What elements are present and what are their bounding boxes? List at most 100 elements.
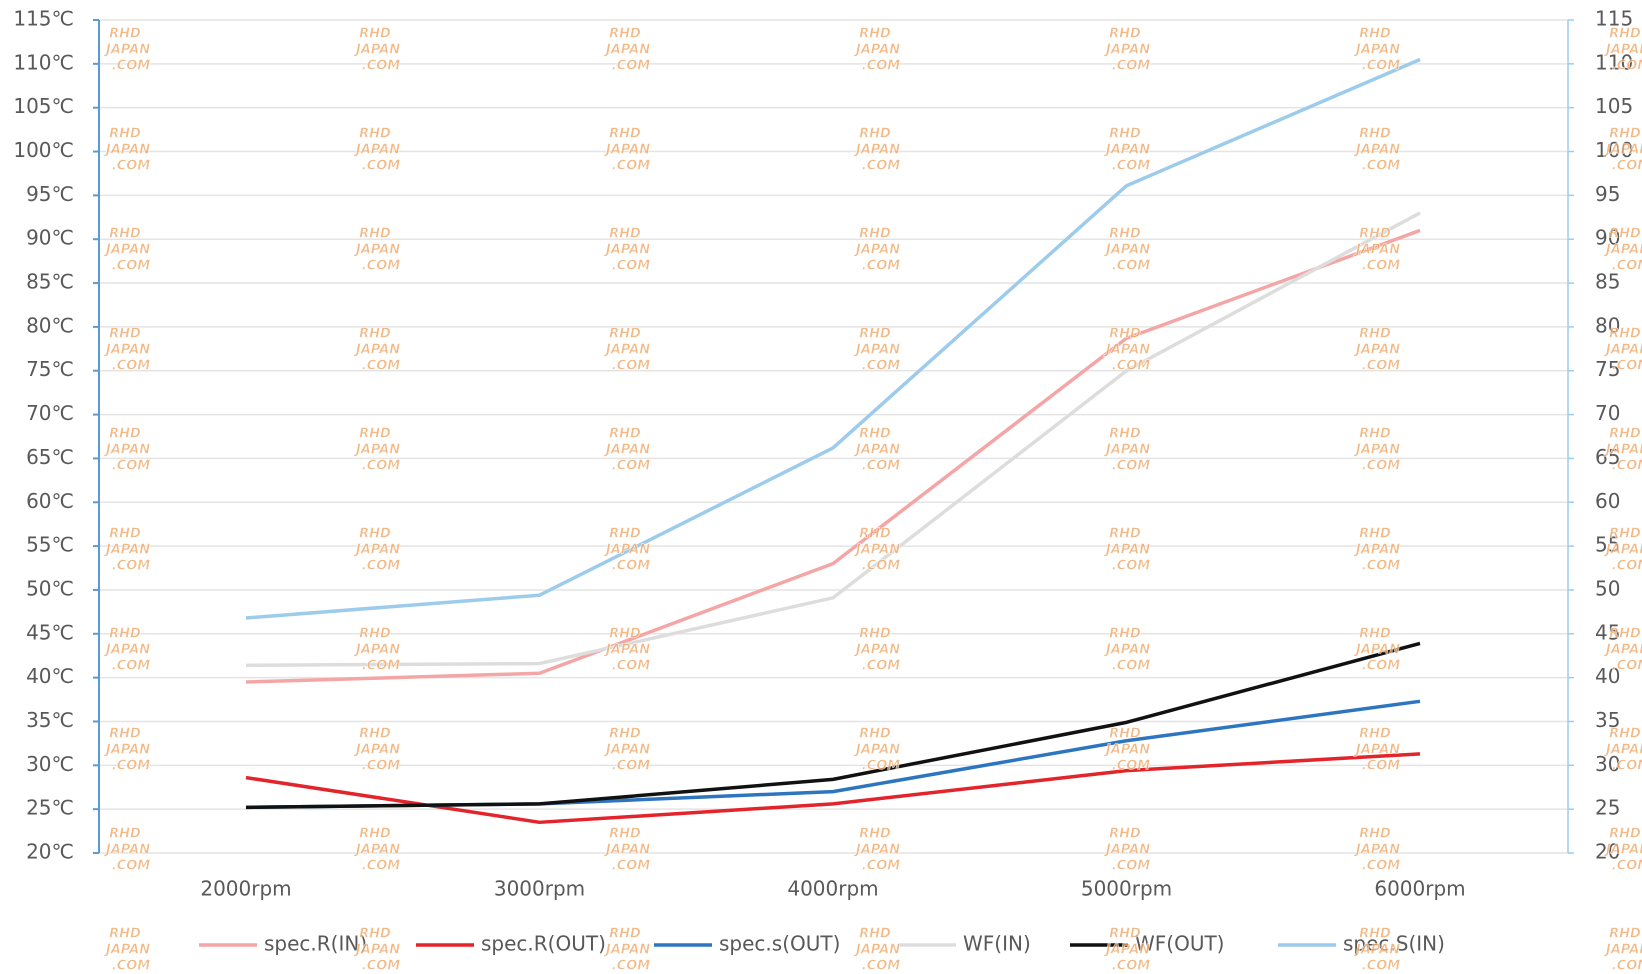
watermark: JAPAN <box>1603 843 1642 858</box>
watermark: JAPAN <box>603 43 650 58</box>
watermark: .COM <box>612 59 651 74</box>
watermark: JAPAN <box>603 343 650 358</box>
watermark: RHD <box>109 427 141 442</box>
watermark: RHD <box>1109 427 1141 442</box>
x-tick-label: 4000rpm <box>787 877 878 901</box>
series-line <box>245 57 1421 620</box>
watermark: .COM <box>1612 459 1642 474</box>
watermark: JAPAN <box>1103 43 1150 58</box>
watermark: RHD <box>359 327 391 342</box>
watermark: .COM <box>112 959 151 974</box>
watermark: .COM <box>362 259 401 274</box>
watermark: RHD <box>109 927 141 942</box>
watermark: .COM <box>862 759 901 774</box>
y-tick-label: 75℃ <box>26 357 74 381</box>
watermark: JAPAN <box>103 843 150 858</box>
watermark: RHD <box>859 427 891 442</box>
y-tick-label: 100℃ <box>13 138 74 162</box>
watermark: .COM <box>1112 659 1151 674</box>
watermark: RHD <box>1359 27 1391 42</box>
watermark: RHD <box>1609 927 1641 942</box>
watermark: JAPAN <box>1103 943 1150 958</box>
watermark: JAPAN <box>1603 643 1642 658</box>
watermark: RHD <box>1359 127 1391 142</box>
y2-tick-label: 80 <box>1595 313 1620 337</box>
y-tick-label: 85℃ <box>26 270 74 294</box>
watermark: JAPAN <box>103 643 150 658</box>
watermark: RHD <box>609 27 641 42</box>
watermark: JAPAN <box>353 843 400 858</box>
watermark: JAPAN <box>1353 543 1400 558</box>
watermark: .COM <box>1362 459 1401 474</box>
y-tick-label: 90℃ <box>26 226 74 250</box>
watermark: RHD <box>1609 227 1641 242</box>
watermark: .COM <box>612 959 651 974</box>
watermark: RHD <box>1359 627 1391 642</box>
y-tick-label: 30℃ <box>26 752 74 776</box>
watermark: .COM <box>112 759 151 774</box>
y2-tick-label: 70 <box>1595 401 1620 425</box>
watermark: RHD <box>1109 627 1141 642</box>
watermark: RHD <box>859 727 891 742</box>
watermark: JAPAN <box>1353 943 1400 958</box>
series-line <box>245 641 1421 810</box>
watermark: JAPAN <box>1603 943 1642 958</box>
watermark: .COM <box>1362 859 1401 874</box>
watermark: .COM <box>612 159 651 174</box>
watermark: JAPAN <box>1103 643 1150 658</box>
series-line <box>245 699 1421 810</box>
watermark: .COM <box>1362 59 1401 74</box>
watermark: RHD <box>109 627 141 642</box>
watermark: RHD <box>859 827 891 842</box>
watermark: RHD <box>859 927 891 942</box>
watermark: JAPAN <box>1603 143 1642 158</box>
watermark: RHD <box>609 627 641 642</box>
watermark: JAPAN <box>603 643 650 658</box>
watermark: JAPAN <box>103 443 150 458</box>
watermark: .COM <box>362 359 401 374</box>
watermark: JAPAN <box>853 543 900 558</box>
watermark: RHD <box>1109 727 1141 742</box>
watermark: .COM <box>112 359 151 374</box>
watermark: RHD <box>1359 527 1391 542</box>
x-tick-label: 6000rpm <box>1374 877 1465 901</box>
watermark: RHD <box>359 827 391 842</box>
watermark: JAPAN <box>1603 443 1642 458</box>
legend-label: WF(OUT) <box>1135 932 1224 956</box>
legend-label: spec.R(OUT) <box>481 932 606 956</box>
watermark: .COM <box>1112 959 1151 974</box>
y2-tick-label: 115 <box>1595 7 1633 31</box>
watermark: RHD <box>1609 627 1641 642</box>
watermark: .COM <box>1362 659 1401 674</box>
watermark: .COM <box>862 359 901 374</box>
legend-label: WF(IN) <box>963 932 1031 956</box>
watermark: .COM <box>112 159 151 174</box>
watermark: .COM <box>1112 759 1151 774</box>
watermark: JAPAN <box>603 943 650 958</box>
watermark: .COM <box>112 859 151 874</box>
y2-tick-label: 40 <box>1595 664 1620 688</box>
y-tick-label: 65℃ <box>26 445 74 469</box>
watermark: JAPAN <box>1603 243 1642 258</box>
watermark: .COM <box>362 959 401 974</box>
watermark: JAPAN <box>1603 543 1642 558</box>
y2-tick-label: 110 <box>1595 50 1633 74</box>
watermark: .COM <box>362 659 401 674</box>
watermark: RHD <box>359 727 391 742</box>
y-tick-label: 50℃ <box>26 576 74 600</box>
watermark: JAPAN <box>1603 343 1642 358</box>
watermark: RHD <box>609 127 641 142</box>
watermark: RHD <box>1109 327 1141 342</box>
watermark: RHD <box>1109 927 1141 942</box>
y2-tick-label: 85 <box>1595 270 1620 294</box>
watermark: JAPAN <box>1103 143 1150 158</box>
watermark: RHD <box>1359 927 1391 942</box>
y2-tick-label: 75 <box>1595 357 1620 381</box>
watermark: .COM <box>1362 359 1401 374</box>
watermark: RHD <box>1109 527 1141 542</box>
watermark: .COM <box>1362 559 1401 574</box>
watermark: .COM <box>1362 159 1401 174</box>
y-tick-label: 60℃ <box>26 489 74 513</box>
watermark: RHD <box>609 227 641 242</box>
watermark: RHD <box>609 927 641 942</box>
